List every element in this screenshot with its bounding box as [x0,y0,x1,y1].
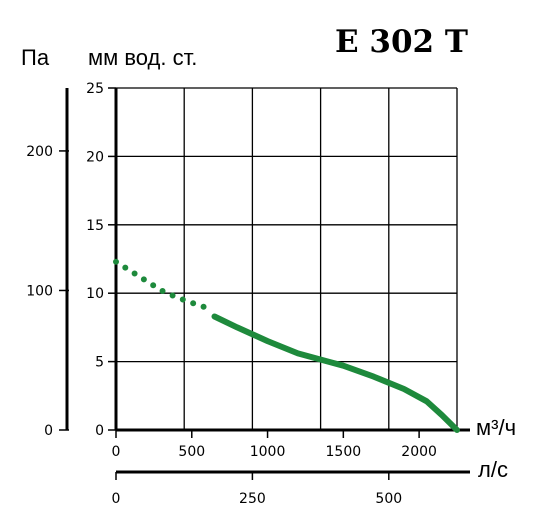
pa-tick-label: 100 [26,283,53,299]
ls-tick-label: 500 [375,491,402,507]
x-tick-label: 1000 [250,444,286,460]
performance-curve [113,258,460,433]
ls-axis: 0 250 500 [112,470,470,507]
ls-tick-label: 250 [239,491,266,507]
y-tick-label: 25 [86,81,104,97]
ls-tick-label: 0 [112,491,121,507]
x-axis: 0 500 1000 1500 2000 [112,88,470,460]
y-tick-label: 5 [95,355,104,371]
ls-unit-label: л/с [478,457,508,482]
curve-solid-segment [211,313,460,433]
flow-unit-label: м³/ч [476,415,516,440]
curve-dotted-segment [113,258,207,310]
x-tick-label: 500 [178,444,205,460]
model-title: E 302 T [335,24,468,60]
pa-unit-label: Па [21,45,50,70]
mm-unit-label: мм вод. ст. [88,45,197,70]
grid [115,87,458,431]
pa-tick-label: 0 [44,423,53,439]
x-tick-label: 2000 [401,444,437,460]
y-tick-label: 15 [86,218,104,234]
y-tick-label: 20 [86,149,104,165]
y-tick-label: 10 [86,286,104,302]
x-tick-label: 0 [112,444,121,460]
pa-axis: 0 100 200 [26,88,69,439]
pa-tick-label: 200 [26,144,53,160]
mm-axis: 0 5 10 15 20 25 [86,81,116,439]
y-tick-label: 0 [95,423,104,439]
x-tick-label: 1500 [326,444,362,460]
